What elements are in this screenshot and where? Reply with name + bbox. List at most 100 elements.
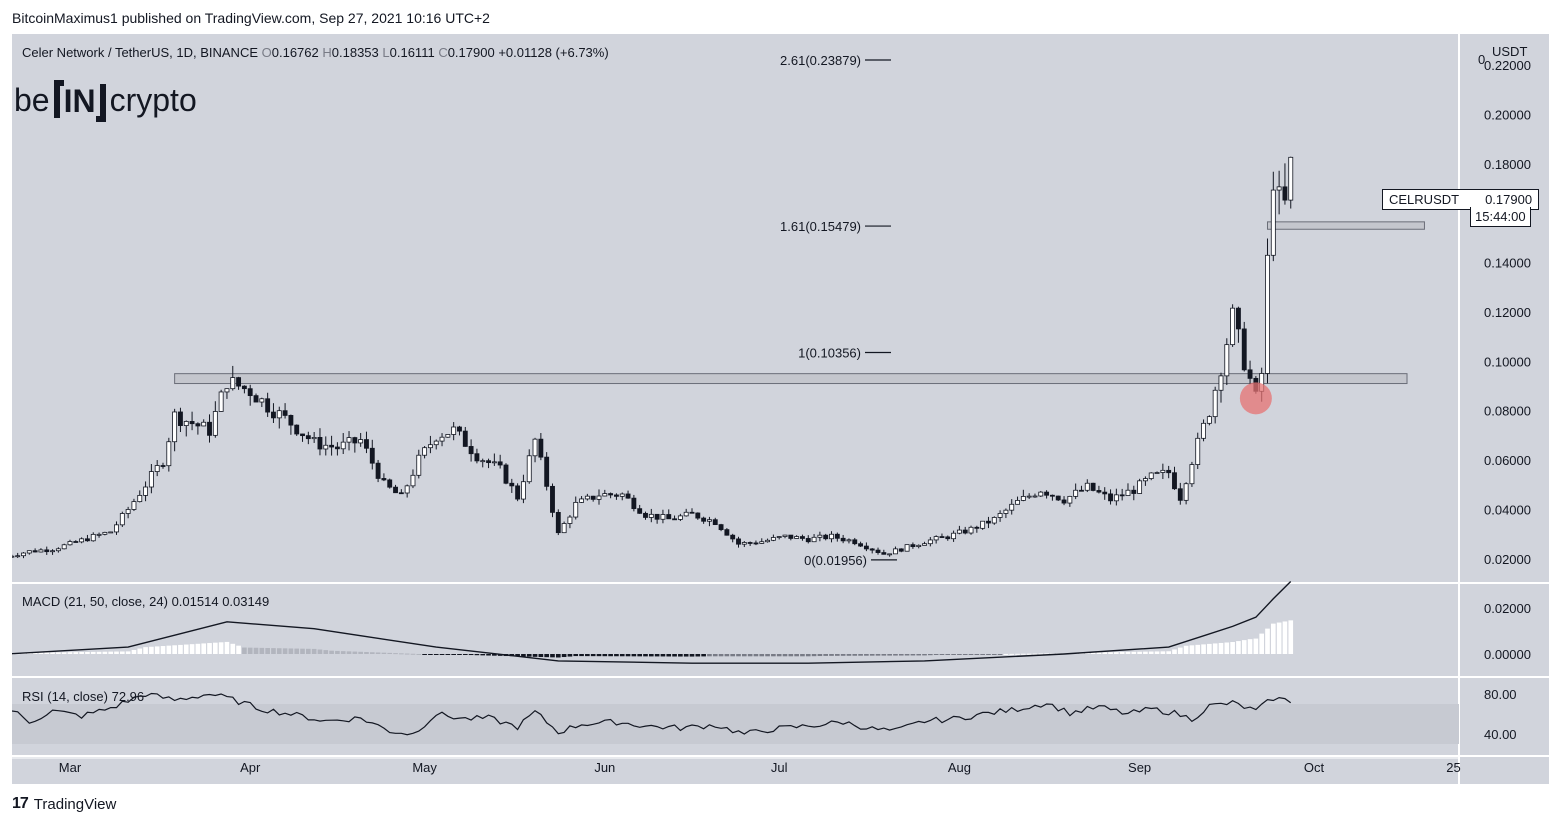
candle[interactable] [1224, 344, 1230, 377]
candle[interactable] [1247, 369, 1253, 379]
candle[interactable] [718, 524, 724, 531]
candle[interactable] [1235, 307, 1241, 330]
candle[interactable] [701, 517, 707, 522]
candle[interactable] [1044, 491, 1050, 496]
candle[interactable] [666, 514, 672, 520]
candle[interactable] [486, 460, 491, 464]
candle[interactable] [648, 513, 654, 518]
candle[interactable] [433, 440, 439, 446]
candle[interactable] [114, 524, 119, 533]
candle[interactable] [625, 493, 631, 499]
candle[interactable] [96, 533, 102, 536]
candle[interactable] [1206, 416, 1212, 424]
candle[interactable] [294, 424, 300, 435]
candle[interactable] [1270, 189, 1276, 256]
candle[interactable] [55, 548, 61, 552]
candle[interactable] [724, 529, 730, 536]
candle[interactable] [846, 539, 852, 542]
candle[interactable] [544, 456, 550, 487]
candle[interactable] [462, 430, 468, 447]
candle[interactable] [1090, 482, 1096, 491]
candle[interactable] [271, 411, 276, 419]
candle[interactable] [451, 426, 457, 435]
candle[interactable] [369, 447, 375, 464]
candle[interactable] [178, 411, 183, 426]
candle[interactable] [1079, 489, 1084, 492]
candle[interactable] [90, 533, 96, 542]
candle[interactable] [317, 437, 323, 450]
candle[interactable] [893, 548, 898, 555]
candle[interactable] [968, 526, 974, 534]
candle[interactable] [1055, 495, 1061, 501]
candle[interactable] [305, 435, 311, 440]
candle[interactable] [927, 539, 933, 545]
candle[interactable] [143, 486, 149, 496]
candle[interactable] [154, 465, 160, 472]
candle[interactable] [1119, 494, 1125, 497]
candle[interactable] [863, 545, 869, 550]
candle[interactable] [712, 519, 718, 526]
candle[interactable] [282, 410, 288, 416]
candle[interactable] [497, 461, 503, 466]
candle[interactable] [730, 534, 736, 540]
candle[interactable] [172, 411, 178, 443]
candle[interactable] [212, 411, 218, 436]
candle[interactable] [567, 516, 573, 524]
candle[interactable] [50, 550, 55, 553]
candle[interactable] [840, 537, 846, 542]
candle[interactable] [195, 423, 201, 427]
candle[interactable] [236, 377, 242, 387]
candle[interactable] [1003, 509, 1009, 514]
candle[interactable] [346, 437, 352, 443]
candle[interactable] [782, 534, 788, 537]
candle[interactable] [852, 539, 858, 545]
candle[interactable] [102, 531, 108, 535]
candle[interactable] [1241, 328, 1247, 371]
candle[interactable] [1131, 489, 1137, 494]
candle[interactable] [445, 434, 451, 438]
candle[interactable] [491, 461, 497, 464]
candle[interactable] [951, 532, 957, 540]
candle[interactable] [910, 544, 916, 547]
candle[interactable] [1282, 186, 1288, 201]
candle[interactable] [32, 550, 38, 553]
candle[interactable] [956, 529, 962, 534]
candle[interactable] [119, 513, 125, 526]
candle[interactable] [108, 531, 114, 534]
candle[interactable] [183, 421, 189, 426]
candle[interactable] [73, 541, 79, 543]
candle[interactable] [44, 549, 50, 553]
candle[interactable] [1183, 483, 1189, 501]
candle[interactable] [253, 395, 259, 403]
candle[interactable] [869, 548, 875, 551]
candle[interactable] [439, 436, 445, 442]
candle[interactable] [811, 536, 817, 543]
candle[interactable] [1026, 495, 1032, 498]
candle[interactable] [788, 534, 794, 539]
price-chart[interactable]: 0.220000.200000.180000.160000.140000.120… [12, 34, 1549, 784]
candle[interactable] [736, 538, 741, 545]
candle[interactable] [579, 498, 584, 503]
candle[interactable] [817, 534, 823, 538]
candle[interactable] [1288, 156, 1294, 201]
candle[interactable] [457, 426, 462, 432]
candle[interactable] [131, 501, 137, 510]
candle[interactable] [300, 433, 305, 437]
candle[interactable] [829, 533, 834, 540]
candle[interactable] [596, 495, 602, 500]
candle[interactable] [1148, 472, 1154, 479]
candle[interactable] [538, 438, 544, 458]
candle[interactable] [218, 391, 224, 412]
candle[interactable] [770, 537, 776, 541]
candle[interactable] [608, 493, 614, 496]
candle[interactable] [1189, 464, 1195, 485]
candle[interactable] [759, 541, 765, 544]
candle[interactable] [1177, 488, 1183, 501]
candle[interactable] [997, 513, 1003, 518]
candle[interactable] [794, 536, 800, 539]
candle[interactable] [352, 437, 358, 444]
candle[interactable] [393, 486, 398, 494]
candle[interactable] [259, 398, 265, 403]
candle[interactable] [381, 478, 387, 481]
candle[interactable] [776, 536, 782, 538]
